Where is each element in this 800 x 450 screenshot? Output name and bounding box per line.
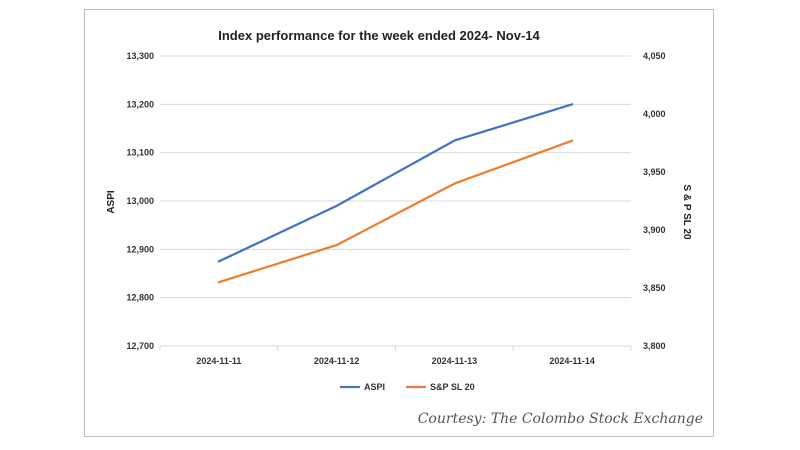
x-tick-label: 2024-11-14 <box>549 356 595 366</box>
legend: ASPI S&P SL 20 <box>340 382 475 392</box>
left-axis-title: ASPI <box>106 190 117 214</box>
x-tick-label: 2024-11-11 <box>196 356 241 366</box>
x-tick-label: 2024-11-13 <box>432 356 478 366</box>
right-tick-label: 3,900 <box>643 225 666 235</box>
left-tick-label: 13,300 <box>126 51 154 61</box>
right-tick-label: 3,950 <box>643 167 666 177</box>
credit-text: Courtesy: The Colombo Stock Exchange <box>418 411 703 427</box>
right-tick-label: 4,050 <box>643 51 666 61</box>
x-axis-ticks: 2024-11-11 2024-11-12 2024-11-13 2024-11-14 <box>196 356 595 366</box>
chart-frame: Index performance for the week ended 202… <box>84 9 714 437</box>
gridlines <box>159 55 632 351</box>
right-tick-label: 3,800 <box>643 341 666 351</box>
series-line <box>217 139 574 284</box>
right-axis-title: S & P SL 20 <box>681 184 692 240</box>
left-tick-label: 13,200 <box>126 99 154 109</box>
right-tick-label: 4,000 <box>643 109 666 119</box>
x-tick-label: 2024-11-12 <box>314 356 360 366</box>
legend-label: S&P SL 20 <box>430 382 475 392</box>
chart-title: Index performance for the week ended 202… <box>218 28 540 43</box>
left-tick-label: 12,900 <box>126 244 154 254</box>
chart: Index performance for the week ended 202… <box>106 28 703 427</box>
left-axis-ticks: 12,700 12,800 12,900 13,000 13,100 13,200 13,3… <box>126 51 154 351</box>
series-lines <box>217 103 574 284</box>
series-line <box>217 103 574 263</box>
right-tick-label: 3,850 <box>643 283 666 293</box>
left-tick-label: 12,800 <box>126 293 154 303</box>
left-tick-label: 13,000 <box>126 196 154 206</box>
legend-label: ASPI <box>364 382 385 392</box>
left-tick-label: 12,700 <box>126 341 154 351</box>
left-tick-label: 13,100 <box>126 148 154 158</box>
right-axis-ticks: 3,800 3,850 3,900 3,950 4,000 4,050 <box>643 51 666 351</box>
